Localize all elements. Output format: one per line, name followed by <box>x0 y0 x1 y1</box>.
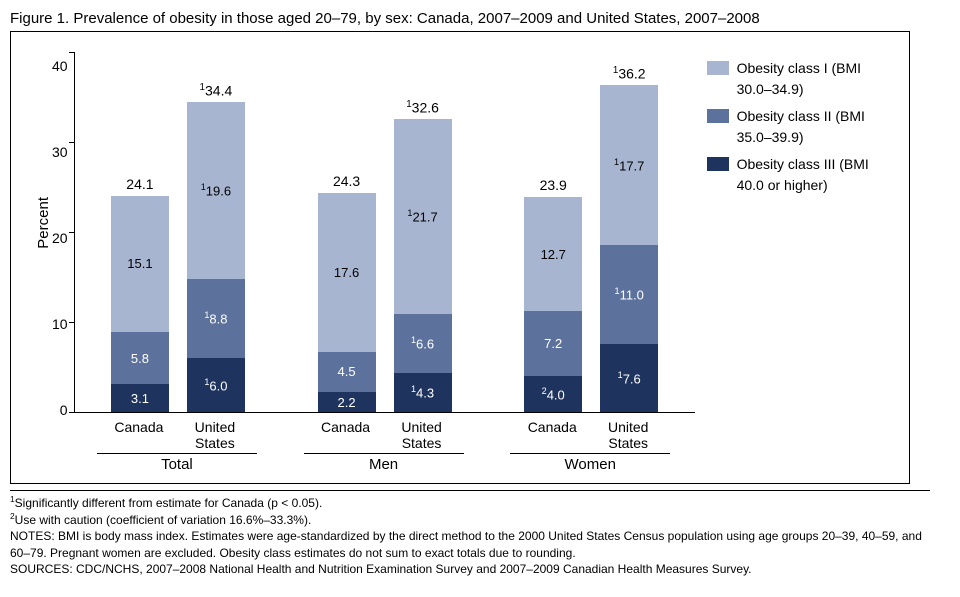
footnotes: 1Significantly different from estimate f… <box>10 490 930 577</box>
plot-area: 3.15.815.124.116.018.8119.6134.42.24.517… <box>74 52 695 413</box>
bar-segment: 111.0 <box>600 245 658 344</box>
bar-segment: 119.6 <box>187 102 245 278</box>
bar-segment: 14.3 <box>394 373 452 412</box>
bar-segment: 15.1 <box>111 196 169 332</box>
x-group-label: Total <box>97 453 257 473</box>
figure-title: Figure 1. Prevalence of obesity in those… <box>10 10 950 27</box>
legend: Obesity class I (BMI 30.0–34.9) Obesity c… <box>695 52 887 473</box>
bar: 24.07.212.723.9 <box>524 197 582 412</box>
x-country-label: UnitedStates <box>393 419 451 451</box>
legend-swatch <box>707 109 729 123</box>
legend-swatch <box>707 157 729 171</box>
legend-item: Obesity class III (BMI 40.0 or higher) <box>707 154 887 196</box>
bar: 2.24.517.624.3 <box>318 193 376 412</box>
bar-total-label: 134.4 <box>200 82 233 99</box>
bar: 17.6111.0117.7136.2 <box>600 85 658 412</box>
bar-total-label: 132.6 <box>406 99 439 116</box>
notes: NOTES: BMI is body mass index. Estimates… <box>10 528 930 560</box>
sources: SOURCES: CDC/NCHS, 2007–2008 National He… <box>10 561 930 577</box>
x-country-label: Canada <box>110 419 168 451</box>
bar-segment: 117.7 <box>600 85 658 244</box>
legend-item: Obesity class I (BMI 30.0–34.9) <box>707 58 887 100</box>
x-axis-countries: Canada UnitedStates Canada UnitedStates Cana… <box>74 419 694 451</box>
bar-segment: 16.6 <box>394 314 452 373</box>
bar-group: 24.07.212.723.917.6111.0117.7136.2 <box>524 85 658 412</box>
bar-segment: 5.8 <box>111 332 169 384</box>
bar-segment: 4.5 <box>318 352 376 393</box>
bar-segment: 12.7 <box>524 197 582 311</box>
bar-segment: 121.7 <box>394 119 452 314</box>
y-tick-label: 40 <box>52 58 68 74</box>
legend-swatch <box>707 61 729 75</box>
legend-label: Obesity class II (BMI 35.0–39.9) <box>737 106 887 148</box>
bar-group: 3.15.815.124.116.018.8119.6134.4 <box>111 102 245 412</box>
x-country-label: Canada <box>523 419 581 451</box>
bar-total-label: 23.9 <box>540 177 567 193</box>
y-axis-label: Percent <box>31 197 52 249</box>
bar-total-label: 24.3 <box>333 173 360 189</box>
legend-item: Obesity class II (BMI 35.0–39.9) <box>707 106 887 148</box>
bar-segment: 7.2 <box>524 311 582 376</box>
bar-total-label: 136.2 <box>613 65 646 82</box>
x-country-label: UnitedStates <box>186 419 244 451</box>
x-axis-groups: Total Men Women <box>74 453 694 473</box>
y-tick-label: 10 <box>52 316 68 332</box>
bar-segment: 17.6 <box>600 344 658 412</box>
y-tick-label: 20 <box>52 230 68 246</box>
bar-segment: 2.2 <box>318 392 376 412</box>
bar-total-label: 24.1 <box>126 176 153 192</box>
footnote-1: 1Significantly different from estimate f… <box>10 494 930 511</box>
bar: 16.018.8119.6134.4 <box>187 102 245 412</box>
y-tick-label: 0 <box>60 402 68 418</box>
legend-label: Obesity class III (BMI 40.0 or higher) <box>737 154 887 196</box>
x-country-label: Canada <box>317 419 375 451</box>
x-group-label: Men <box>304 453 464 473</box>
legend-label: Obesity class I (BMI 30.0–34.9) <box>737 58 887 100</box>
x-group-label: Women <box>510 453 670 473</box>
bar-segment: 3.1 <box>111 384 169 412</box>
chart-frame: Percent 403020100 3.15.815.124.116.018.8… <box>10 31 910 484</box>
y-tick-label: 30 <box>52 144 68 160</box>
bar-segment: 17.6 <box>318 193 376 351</box>
bar-group: 2.24.517.624.314.316.6121.7132.6 <box>318 119 452 412</box>
x-country-label: UnitedStates <box>599 419 657 451</box>
bar: 3.15.815.124.1 <box>111 196 169 412</box>
bar: 14.316.6121.7132.6 <box>394 119 452 412</box>
bar-segment: 18.8 <box>187 279 245 358</box>
footnote-2: 2Use with caution (coefficient of variat… <box>10 511 930 528</box>
bar-segment: 24.0 <box>524 376 582 412</box>
bar-segment: 16.0 <box>187 358 245 412</box>
